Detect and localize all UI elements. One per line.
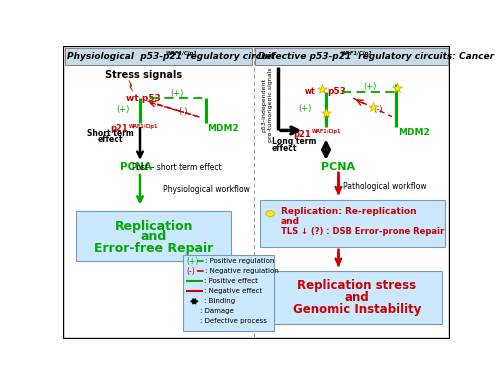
Bar bbox=[272, 271, 442, 324]
Text: Replication stress: Replication stress bbox=[298, 279, 416, 293]
Text: wt p53: wt p53 bbox=[126, 94, 161, 102]
Bar bbox=[182, 255, 274, 331]
Text: WAF1/Cip1: WAF1/Cip1 bbox=[166, 51, 198, 56]
Text: Long term: Long term bbox=[272, 138, 316, 146]
Text: Replication: Re-replication: Replication: Re-replication bbox=[281, 207, 416, 216]
Text: WAF1/Cip1: WAF1/Cip1 bbox=[129, 124, 158, 129]
Bar bbox=[260, 200, 444, 248]
Text: p53: p53 bbox=[328, 87, 346, 96]
Text: p53-independent
pro-tumorigenic signals: p53-independent pro-tumorigenic signals bbox=[262, 68, 272, 142]
Text: : Binding: : Binding bbox=[204, 298, 234, 304]
Text: and: and bbox=[141, 230, 167, 243]
Text: (+): (+) bbox=[186, 257, 199, 266]
Text: : Damage: : Damage bbox=[200, 308, 234, 314]
Text: PCNA: PCNA bbox=[120, 162, 152, 172]
Bar bbox=[256, 48, 448, 65]
Point bbox=[394, 85, 402, 91]
Text: WAF1/Cip1: WAF1/Cip1 bbox=[340, 51, 372, 56]
Polygon shape bbox=[190, 307, 194, 315]
Bar bbox=[76, 211, 232, 261]
Text: Short term: Short term bbox=[87, 129, 134, 138]
Text: : Positive regulation: : Positive regulation bbox=[205, 258, 274, 264]
Point bbox=[318, 86, 326, 92]
Text: Physiological  p53-p21: Physiological p53-p21 bbox=[67, 52, 182, 61]
Text: : Negative effect: : Negative effect bbox=[204, 288, 262, 295]
Text: (-): (-) bbox=[186, 267, 195, 276]
Text: regulatory circuits: Cancer: regulatory circuits: Cancer bbox=[356, 52, 494, 61]
Text: MDM2: MDM2 bbox=[208, 124, 239, 133]
Text: (+): (+) bbox=[116, 105, 130, 114]
Text: (+): (+) bbox=[170, 89, 184, 98]
Text: : Defective process: : Defective process bbox=[200, 319, 266, 324]
Text: : Negative regulation: : Negative regulation bbox=[205, 268, 279, 274]
Text: PCNA: PCNA bbox=[322, 162, 356, 172]
Text: and: and bbox=[281, 217, 300, 226]
Text: effect: effect bbox=[272, 144, 297, 153]
Text: Pathological workflow: Pathological workflow bbox=[343, 182, 426, 191]
Ellipse shape bbox=[266, 211, 274, 216]
Text: TLS ↓ (?) : DSB Error-prone Repair: TLS ↓ (?) : DSB Error-prone Repair bbox=[281, 227, 444, 236]
Text: Stress signals: Stress signals bbox=[106, 70, 182, 80]
Point bbox=[322, 110, 330, 116]
Text: p21: p21 bbox=[293, 130, 310, 139]
Text: effect: effect bbox=[98, 135, 124, 144]
Text: (-): (-) bbox=[373, 105, 382, 114]
Text: Replication: Replication bbox=[114, 220, 193, 233]
Text: Post – short term effect: Post – short term effect bbox=[132, 163, 222, 172]
Text: Defective p53-p21: Defective p53-p21 bbox=[258, 52, 351, 61]
Text: : Positive effect: : Positive effect bbox=[204, 279, 258, 284]
Ellipse shape bbox=[188, 319, 195, 324]
Text: Error-free Repair: Error-free Repair bbox=[94, 242, 214, 255]
Text: (-): (-) bbox=[178, 107, 188, 116]
Text: WAF1/Cip1: WAF1/Cip1 bbox=[312, 130, 342, 134]
Text: (+): (+) bbox=[364, 82, 377, 91]
Text: p21: p21 bbox=[110, 124, 128, 133]
Point bbox=[370, 104, 378, 110]
Text: MDM2: MDM2 bbox=[398, 128, 430, 137]
Text: (+): (+) bbox=[298, 104, 312, 114]
Polygon shape bbox=[129, 80, 132, 91]
Text: wt: wt bbox=[304, 87, 315, 96]
Text: Genomic Instability: Genomic Instability bbox=[293, 303, 421, 315]
Text: and: and bbox=[344, 291, 370, 304]
Bar bbox=[65, 48, 252, 65]
Text: regulatory circuit: regulatory circuit bbox=[182, 52, 274, 61]
Text: Physiological workflow: Physiological workflow bbox=[163, 185, 250, 194]
